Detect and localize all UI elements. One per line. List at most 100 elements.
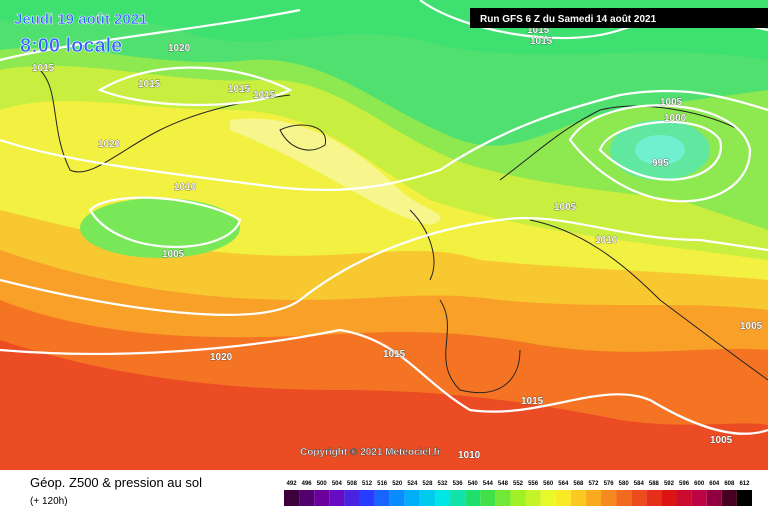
color-scale: 492 496 500 504 508 512 516 520 524 528 532 536 540 5… [284, 481, 752, 506]
scale-swatch [555, 490, 571, 506]
isobar-label: 1015 [253, 90, 276, 101]
scale-label: 592 [664, 481, 675, 487]
scale-label: 528 [422, 481, 433, 487]
scale-swatch [691, 490, 707, 506]
isobar-label: 1005 [740, 321, 763, 332]
isobar [0, 328, 768, 435]
isobar [0, 89, 768, 192]
isobar [0, 216, 768, 316]
legend-title: Géop. Z500 & pression au sol [30, 475, 202, 490]
isobar-label: 1015 [521, 396, 544, 407]
run-info: Run GFS 6 Z du Samedi 14 août 2021 [480, 14, 657, 25]
scale-swatch [676, 490, 692, 506]
scale-swatch [706, 490, 722, 506]
isobar-label: 1015 [138, 79, 161, 90]
scale-label: 608 [724, 481, 735, 487]
scale-swatch [525, 490, 541, 506]
scale-label: 496 [302, 481, 313, 487]
scale-label: 548 [498, 481, 509, 487]
scale-swatch [646, 490, 662, 506]
scale-label: 556 [528, 481, 539, 487]
scale-label: 520 [392, 481, 403, 487]
forecast-time: 8:00 locale [20, 35, 122, 57]
copyright: Copyright © 2021 Meteociel.fr [300, 447, 441, 458]
scale-label: 604 [709, 481, 720, 487]
scale-swatch [299, 490, 315, 506]
band-red [0, 340, 768, 470]
scale-label: 560 [543, 481, 554, 487]
scale-label: 584 [634, 481, 645, 487]
scale-swatch [419, 490, 435, 506]
isobar-label: 1015 [530, 36, 553, 47]
scale-swatch [736, 490, 752, 506]
scale-swatch [601, 490, 617, 506]
isobar-label: 1020 [98, 139, 121, 150]
isobar-label: 1010 [174, 182, 197, 193]
scale-label: 568 [573, 481, 584, 487]
isobar-label: 1020 [210, 352, 233, 363]
scale-swatch [616, 490, 632, 506]
scale-label: 536 [453, 481, 464, 487]
isobar-label: 1000 [664, 113, 687, 124]
low-centre-atlantic [80, 198, 240, 258]
scale-label: 544 [483, 481, 494, 487]
coast-greenland [39, 69, 291, 173]
lead-time: (+ 120h) [30, 496, 68, 507]
forecast-date: Jeudi 19 août 2021 [14, 11, 147, 28]
scale-swatch [344, 490, 360, 506]
scale-label: 576 [604, 481, 615, 487]
isobar-label: 1005 [710, 435, 733, 446]
isobar-label: 1010 [595, 235, 618, 246]
scale-label: 588 [649, 481, 660, 487]
scale-swatch [465, 490, 481, 506]
scale-swatch [284, 490, 300, 506]
scale-swatch [314, 490, 330, 506]
isobar-label: 1015 [527, 25, 550, 36]
scale-swatch [359, 490, 375, 506]
scale-label: 596 [679, 481, 690, 487]
scale-swatch [661, 490, 677, 506]
scale-label: 600 [694, 481, 705, 487]
scale-swatch [540, 490, 556, 506]
isobar [97, 66, 293, 107]
coastlines [39, 69, 768, 394]
scale-label: 492 [287, 481, 298, 487]
scale-label: 572 [588, 481, 599, 487]
scale-label: 580 [619, 481, 630, 487]
scale-label: 512 [362, 481, 373, 487]
scale-swatch [389, 490, 405, 506]
isobar [598, 120, 722, 181]
isobar-label: 1020 [168, 43, 191, 54]
scale-swatch [721, 490, 737, 506]
scale-swatch [374, 490, 390, 506]
isobar-label: 1005 [554, 202, 577, 213]
scale-swatch [434, 490, 451, 506]
scale-label: 508 [347, 481, 358, 487]
isobar-label: 1015 [383, 349, 406, 360]
scale-label: 552 [513, 481, 524, 487]
scale-label: 564 [558, 481, 569, 487]
scale-label: 532 [438, 481, 449, 487]
isobar-label: 1010 [458, 450, 481, 461]
isobar-label: 1005 [660, 97, 683, 108]
scale-swatch [450, 490, 466, 506]
scale-swatch [495, 490, 511, 506]
scale-swatch [480, 490, 496, 506]
scale-swatch [329, 490, 345, 506]
scale-label: 612 [739, 481, 750, 487]
isobar-label: 1015 [228, 84, 251, 95]
scale-label: 524 [407, 481, 418, 487]
isobars [0, 0, 768, 435]
isobar-label: 995 [652, 158, 669, 169]
isobar [0, 8, 301, 62]
scale-label: 500 [317, 481, 328, 487]
scale-swatch [585, 490, 602, 506]
scale-swatch [570, 490, 586, 506]
scale-label: 516 [377, 481, 388, 487]
isobar-label: 1005 [162, 249, 185, 260]
low-core [635, 135, 685, 165]
coast-europe [409, 105, 768, 394]
scale-swatch [510, 490, 526, 506]
